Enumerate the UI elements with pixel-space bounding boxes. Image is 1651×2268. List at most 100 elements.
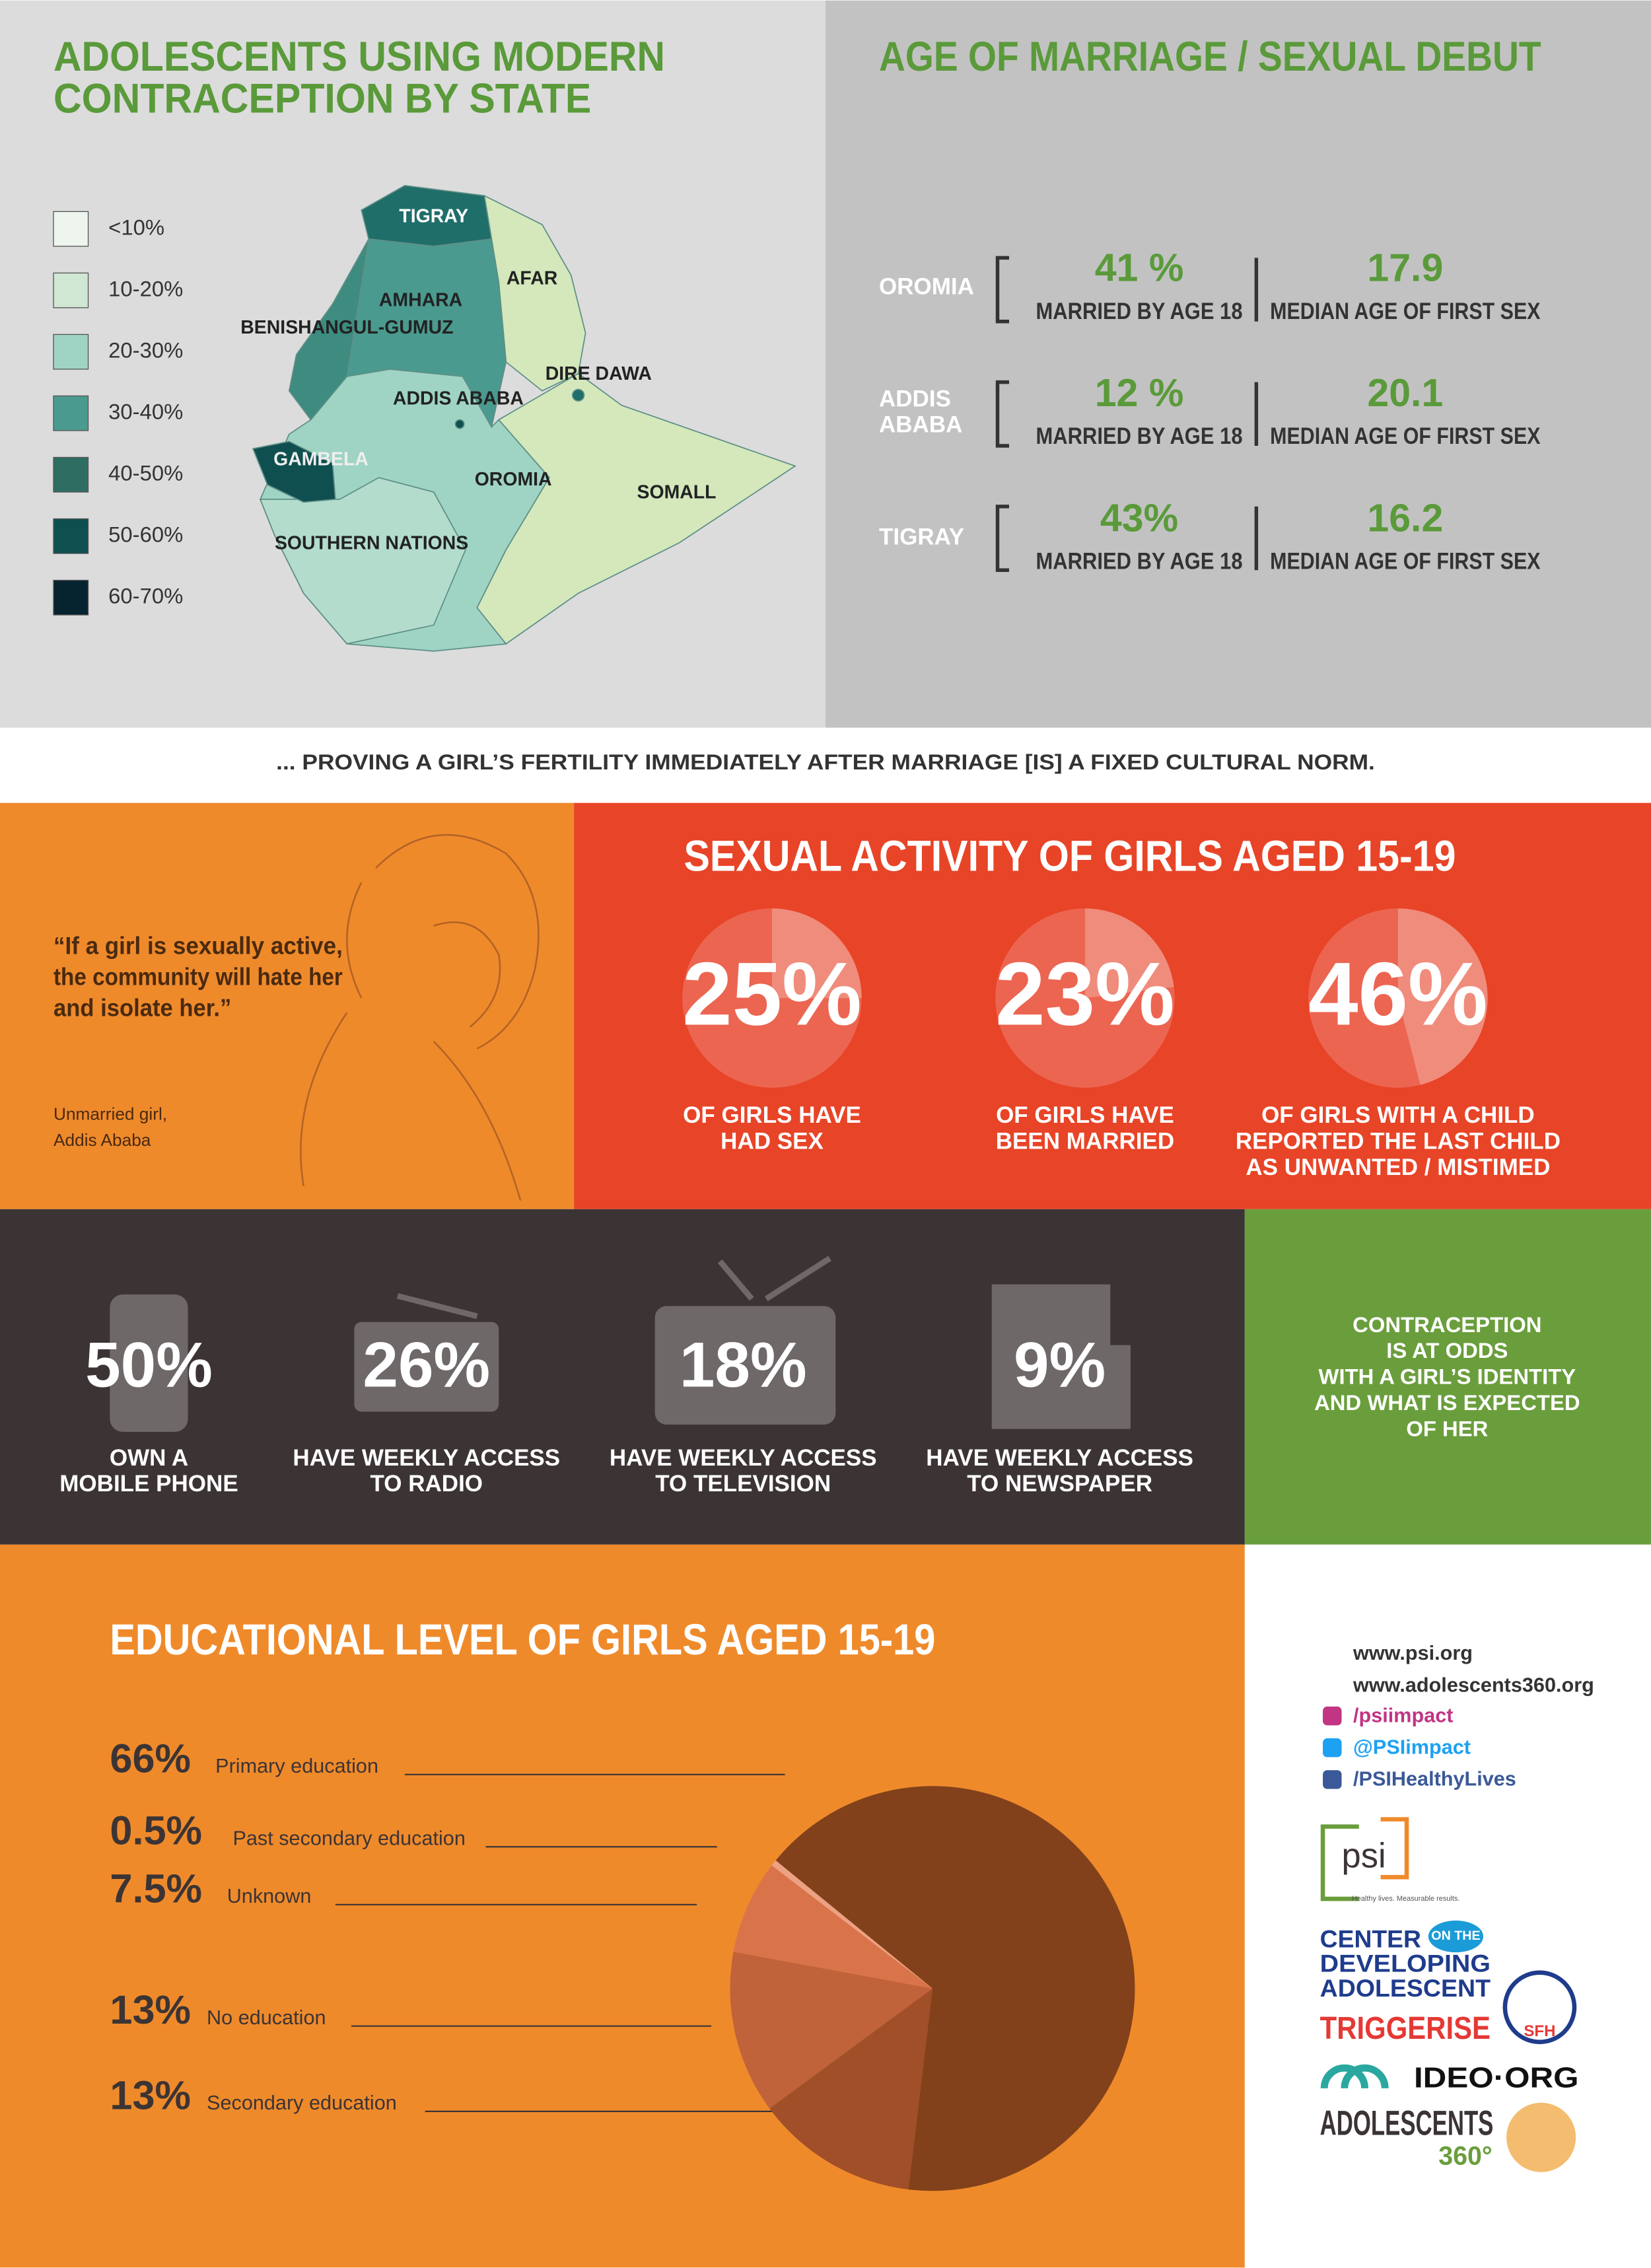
quote-line: “If a girl is sexually active,: [53, 931, 343, 959]
social-icon: [1323, 1738, 1342, 1757]
region-label: BENISHANGUL-GUMUZ: [240, 317, 453, 338]
quote-line: and isolate her.”: [53, 994, 231, 1022]
stat-value: 43%: [1100, 495, 1178, 540]
legend-swatch: [53, 395, 89, 431]
edu-percent: 0.5%: [110, 1808, 202, 1853]
social-icon: [1323, 1770, 1342, 1789]
legend-label: 30-40%: [108, 399, 183, 423]
callout-line: AND WHAT IS EXPECTED: [1314, 1390, 1580, 1415]
stat-label: MARRIED BY AGE 18: [1036, 299, 1243, 324]
logo-ideo: IDEO·ORG: [1414, 2061, 1579, 2094]
portrait: [300, 833, 540, 1201]
media-caption: TO TELEVISION: [655, 1471, 831, 1497]
stat-caption: OF GIRLS HAVE: [996, 1102, 1174, 1128]
region-gambela: [252, 441, 336, 503]
media-icons: [110, 1256, 1131, 1432]
marriage-panel: [826, 0, 1651, 728]
pie-slice: [733, 1865, 932, 1989]
edu-name: Past secondary education: [232, 1827, 465, 1849]
title: AGE OF MARRIAGE / SEXUAL DEBUT: [879, 34, 1541, 80]
legend-label: 20-30%: [108, 337, 183, 362]
logo-psi: psi: [1342, 1837, 1386, 1876]
ideo-logo: [1320, 2064, 1389, 2089]
region-label: TIGRAY: [399, 206, 468, 227]
pie-slice: [769, 1988, 932, 2190]
stat-percent: 23%: [995, 943, 1175, 1044]
region-name: ABABA: [879, 412, 962, 438]
stat-label: MARRIED BY AGE 18: [1036, 549, 1243, 575]
section-title: EDUCATIONAL LEVEL OF GIRLS AGED 15-19: [110, 1615, 935, 1664]
stat-caption: OF GIRLS WITH A CHILD: [1261, 1102, 1535, 1128]
logo-cda: DEVELOPING: [1320, 1950, 1491, 1977]
region-benishangul: [288, 238, 370, 421]
media-percent: 50%: [85, 1329, 213, 1400]
stat-value: 16.2: [1367, 495, 1443, 540]
stat-percent: 46%: [1308, 943, 1488, 1044]
stat-caption: BEEN MARRIED: [996, 1128, 1174, 1154]
logo-cda: ADOLESCENT: [1320, 1974, 1491, 2002]
legend-label: 60-70%: [108, 584, 183, 608]
psi-bracket: [1380, 1817, 1409, 1880]
region-label: AFAR: [507, 268, 557, 289]
legend-swatch: [53, 579, 89, 616]
region-somali: [476, 372, 796, 645]
psi-bracket: [1320, 1824, 1359, 1901]
logo-tagline: Healthy lives. Measurable results.: [1352, 1895, 1460, 1903]
logo-cda: CENTER: [1320, 1925, 1421, 1952]
legend-label: 50-60%: [108, 522, 183, 546]
attribution: Unmarried girl,: [53, 1104, 167, 1123]
edu-percent: 66%: [110, 1736, 191, 1781]
region-label: AMHARA: [379, 290, 462, 311]
title: ADOLESCENTS USING MODERN: [53, 34, 665, 80]
stat-caption: AS UNWANTED / MISTIMED: [1246, 1154, 1550, 1180]
a360-logo: [1506, 2102, 1576, 2172]
quote-panel: [0, 802, 575, 1209]
media-caption: TO RADIO: [370, 1471, 483, 1497]
legend-label: 40-50%: [108, 460, 183, 485]
media-percent: 26%: [363, 1329, 490, 1400]
pie-slice: [775, 1786, 1135, 2191]
stat-value: 17.9: [1367, 246, 1443, 290]
social-link: @PSIimpact: [1353, 1736, 1471, 1758]
region-label: SOUTHERN NATIONS: [275, 532, 468, 553]
callout-line: CONTRACEPTION: [1352, 1312, 1541, 1337]
stat-slice: [1397, 908, 1488, 1085]
edu-percent: 7.5%: [110, 1866, 202, 1911]
stat-caption: OF GIRLS HAVE: [683, 1102, 861, 1128]
edu-percent: 13%: [110, 2073, 191, 2117]
quote-line: the community will hate her: [53, 962, 343, 990]
media-caption: MOBILE PHONE: [59, 1471, 238, 1497]
callout-panel: [1244, 1209, 1651, 1545]
callout-line: IS AT ODDS: [1386, 1338, 1508, 1363]
stat-value: 20.1: [1367, 371, 1443, 415]
pie-slice: [771, 1860, 932, 1989]
stat-label: MARRIED BY AGE 18: [1036, 423, 1243, 449]
sfh-logo: [1502, 1970, 1577, 2045]
stat-caption: HAD SEX: [720, 1128, 824, 1154]
banner-panel: [0, 727, 1651, 803]
stat-label: MEDIAN AGE OF FIRST SEX: [1270, 299, 1541, 324]
region-label: DIRE DAWA: [545, 363, 652, 384]
url: www.psi.org: [1352, 1642, 1473, 1664]
stat-label: MEDIAN AGE OF FIRST SEX: [1270, 423, 1541, 449]
url: www.adolescents360.org: [1352, 1674, 1594, 1696]
region-label: ADDIS ABABA: [393, 388, 524, 409]
social-link: /PSIHealthyLives: [1353, 1768, 1516, 1790]
region-label: SOMALL: [637, 482, 716, 503]
map: [252, 185, 796, 652]
logo-a360-num: 360°: [1438, 2141, 1492, 2170]
region-name: ADDIS: [879, 386, 951, 411]
region-amhara: [346, 238, 507, 429]
edu-name: Secondary education: [207, 2092, 397, 2114]
links-panel: [1244, 1544, 1651, 2268]
stat-slice: [772, 908, 862, 999]
stat-value: 12 %: [1095, 371, 1184, 415]
media-caption: HAVE WEEKLY ACCESS: [293, 1445, 560, 1471]
edu-name: No education: [207, 2006, 326, 2029]
region-label: GAMBELA: [273, 448, 369, 470]
legend-label: <10%: [108, 215, 164, 239]
pie-slice: [730, 1952, 932, 2109]
region-dire-dawa: [572, 388, 585, 402]
